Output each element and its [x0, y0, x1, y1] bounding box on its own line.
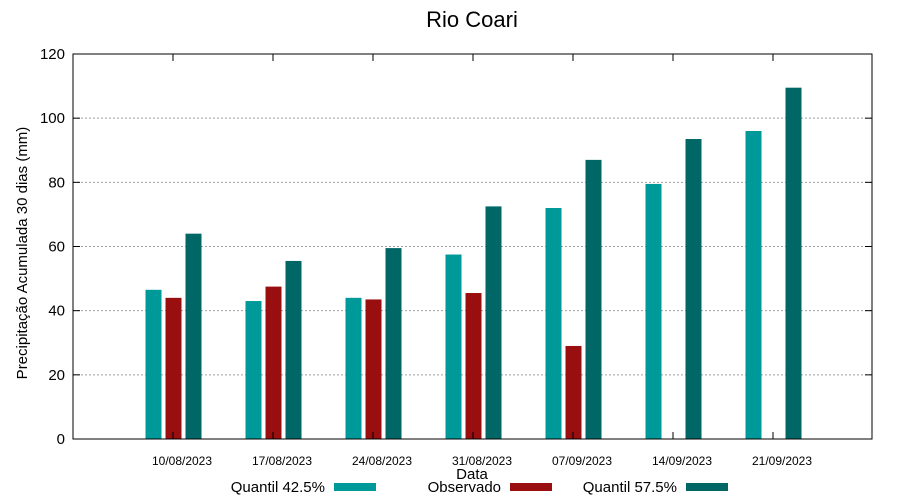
bar-quantil-57-5- [785, 87, 802, 439]
x-axis: 10/08/2023 17/08/2023 24/08/2023 31/08/2023… [152, 54, 812, 468]
bar-observado [365, 299, 382, 439]
legend: Quantil 42.5% Observado Quantil 57.5% [231, 479, 728, 496]
bar-quantil-57-5- [585, 159, 602, 439]
y-tick-label: 80 [48, 174, 65, 191]
x-tick-label: 07/09/2023 [552, 454, 612, 468]
bar-quantil-57-5- [685, 139, 702, 440]
y-tick-label: 20 [48, 367, 65, 384]
y-axis: 0 20 40 60 80 100 120 [40, 46, 872, 448]
legend-swatch [510, 483, 552, 491]
x-tick-label: 24/08/2023 [352, 454, 412, 468]
legend-swatch [686, 483, 728, 491]
bar-quantil-42-5- [345, 297, 362, 439]
bar-quantil-57-5- [385, 248, 402, 439]
x-tick-label: 31/08/2023 [452, 454, 512, 468]
y-tick-label: 60 [48, 239, 65, 256]
bar-quantil-42-5- [145, 289, 162, 439]
bar-observado [465, 293, 482, 439]
bar-observado [265, 286, 282, 439]
bar-quantil-42-5- [545, 208, 562, 439]
legend-swatch [334, 483, 376, 491]
bar-quantil-57-5- [485, 206, 502, 439]
y-tick-label: 0 [57, 431, 65, 448]
bar-observado [565, 345, 582, 439]
bar-quantil-57-5- [185, 233, 202, 439]
x-tick-label: 17/08/2023 [252, 454, 312, 468]
chart-title: Rio Coari [426, 7, 518, 32]
x-tick-label: 21/09/2023 [752, 454, 812, 468]
x-tick-label: 14/09/2023 [652, 454, 712, 468]
y-tick-label: 40 [48, 303, 65, 320]
bar-quantil-42-5- [645, 183, 662, 439]
legend-label: Observado [428, 479, 501, 496]
y-tick-label: 120 [40, 46, 65, 63]
bar-quantil-42-5- [745, 131, 762, 439]
x-tick-label: 10/08/2023 [152, 454, 212, 468]
bar-quantil-57-5- [285, 260, 302, 439]
bar-quantil-42-5- [445, 254, 462, 439]
legend-label: Quantil 42.5% [231, 479, 325, 496]
y-axis-label: Precipitação Acumulada 30 dias (mm) [14, 127, 31, 380]
bars [145, 87, 802, 440]
bar-observado [165, 297, 182, 439]
x-axis-label: Data [456, 466, 488, 483]
bar-quantil-42-5- [245, 301, 262, 439]
y-tick-label: 100 [40, 110, 65, 127]
gridlines [73, 117, 872, 376]
legend-label: Quantil 57.5% [583, 479, 677, 496]
